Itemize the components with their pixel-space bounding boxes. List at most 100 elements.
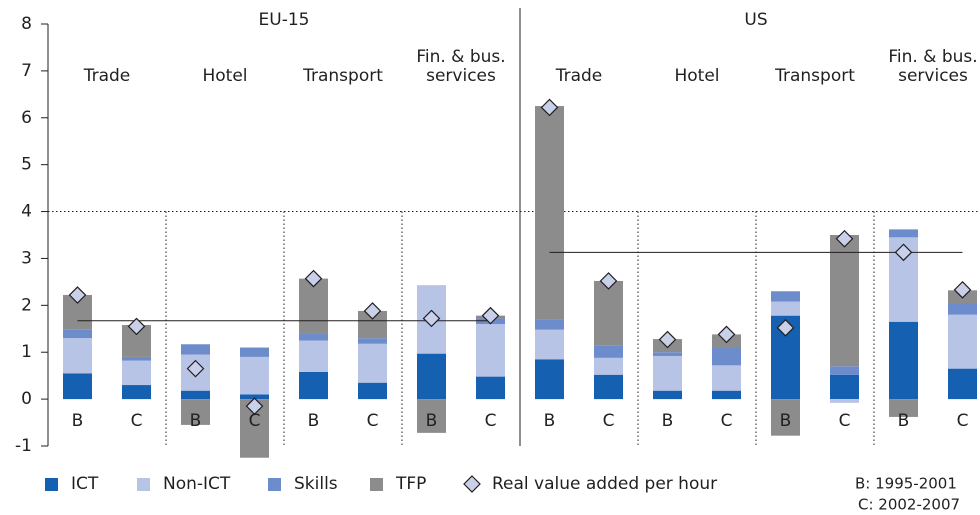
bar-segment <box>181 390 210 400</box>
sector-label: Fin. & bus. <box>416 47 505 67</box>
bar-segment <box>358 382 387 400</box>
x-tick-label: B <box>898 411 910 431</box>
x-tick-label: C <box>249 411 261 431</box>
bar-segment <box>712 390 741 400</box>
bar-segment <box>712 365 741 391</box>
marker <box>186 359 205 378</box>
bar-segment <box>63 338 92 374</box>
legend-label: ICT <box>71 474 99 494</box>
marker <box>363 302 382 320</box>
sector-label: Fin. & bus. <box>888 47 977 67</box>
bar-segment <box>535 319 564 330</box>
bar-segment <box>594 374 623 400</box>
x-tick-label: C <box>721 411 733 431</box>
marker <box>304 269 323 288</box>
bar-segment <box>712 347 741 366</box>
bar-segment <box>181 399 210 425</box>
bar-segment <box>653 352 682 356</box>
bar-segment <box>122 360 151 386</box>
bar-segment <box>535 106 564 320</box>
marker <box>127 317 146 336</box>
legend-swatch <box>137 478 150 491</box>
y-tick-label: 1 <box>21 342 32 362</box>
legend-label: Non-ICT <box>163 474 231 494</box>
x-tick-label: B <box>780 411 792 431</box>
legend-marker <box>463 475 481 493</box>
x-tick-label: B <box>662 411 674 431</box>
bar-segment <box>771 291 800 302</box>
note: C: 2002-2007 <box>858 496 960 514</box>
group-label: EU-15 <box>259 10 310 30</box>
bar-segment <box>181 344 210 355</box>
group-label: US <box>744 10 767 30</box>
note: B: 1995-2001 <box>855 475 957 493</box>
bar-segment <box>889 399 918 417</box>
marker <box>776 318 795 337</box>
x-tick-label: B <box>72 411 84 431</box>
y-tick-label: -1 <box>15 436 32 456</box>
x-tick-label: B <box>308 411 320 431</box>
y-tick-label: 4 <box>21 202 32 222</box>
x-tick-label: C <box>131 411 143 431</box>
marker <box>599 272 618 290</box>
marker <box>658 330 677 349</box>
bar-segment <box>476 376 505 400</box>
bar-segment <box>771 399 800 436</box>
legend-label: TFP <box>395 474 426 494</box>
bar-segment <box>299 371 328 400</box>
sector-label: services <box>426 66 496 86</box>
y-tick-label: 5 <box>21 155 32 175</box>
y-tick-label: 0 <box>21 389 32 409</box>
marker <box>835 229 854 248</box>
sector-label: Trade <box>555 66 603 86</box>
x-tick-label: C <box>839 411 851 431</box>
bar-segment <box>299 333 328 341</box>
bar-segment <box>299 278 328 334</box>
bar-segment <box>948 314 977 369</box>
marker <box>68 286 87 304</box>
marker <box>894 243 913 262</box>
legend-swatch <box>370 478 383 491</box>
bar-segment <box>417 399 446 433</box>
marker <box>953 281 972 299</box>
bar-segment <box>63 329 92 339</box>
x-tick-label: C <box>957 411 969 431</box>
legend-label: Skills <box>294 474 338 494</box>
bar-segment <box>948 302 977 315</box>
bar-segment <box>122 356 151 361</box>
x-tick-label: C <box>485 411 497 431</box>
bar-segment <box>653 390 682 400</box>
bar-segment <box>830 374 859 400</box>
bar-segment <box>63 373 92 400</box>
bar-segment <box>240 394 269 400</box>
y-tick-label: 6 <box>21 108 32 128</box>
bar-segment <box>417 353 446 400</box>
bar-segment <box>535 359 564 400</box>
bar-segment <box>476 324 505 377</box>
bar-segment <box>358 338 387 344</box>
bar-segment <box>594 345 623 358</box>
x-tick-label: B <box>426 411 438 431</box>
bar-segment <box>830 366 859 375</box>
marker <box>481 306 500 325</box>
legend-swatch <box>45 478 58 491</box>
y-tick-label: 3 <box>21 248 32 268</box>
bar-segment <box>830 399 859 403</box>
y-tick-label: 2 <box>21 295 32 315</box>
y-tick-label: 8 <box>21 14 32 34</box>
sector-label: Hotel <box>202 66 247 86</box>
x-tick-label: C <box>367 411 379 431</box>
legend-label: Real value added per hour <box>492 474 717 494</box>
sector-label: services <box>898 66 968 86</box>
bar-segment <box>594 357 623 375</box>
bar-segment <box>653 355 682 391</box>
marker <box>422 309 441 328</box>
bar-segment <box>240 347 269 357</box>
sector-label: Trade <box>83 66 131 86</box>
marker <box>245 397 264 415</box>
bar-segment <box>122 385 151 400</box>
sector-label: Hotel <box>674 66 719 86</box>
bar-segment <box>830 235 859 367</box>
sector-label: Transport <box>302 66 383 86</box>
